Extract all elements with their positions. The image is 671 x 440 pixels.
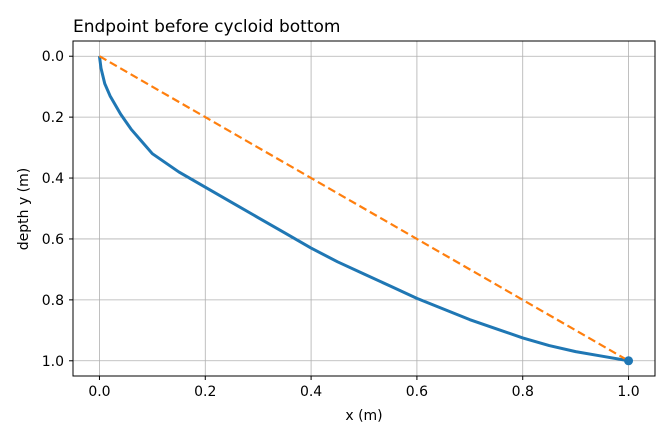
grid <box>73 41 655 376</box>
x-tick-label: 0.2 <box>194 384 216 400</box>
x-tick-label: 0.0 <box>88 384 110 400</box>
chart-title: Endpoint before cycloid bottom <box>73 17 340 37</box>
y-axis: 0.0 0.2 0.4 0.6 0.8 1.0 <box>42 49 73 370</box>
y-tick-label: 0.0 <box>42 49 64 65</box>
series-layer <box>97 55 634 366</box>
y-tick-label: 0.8 <box>42 293 64 309</box>
x-tick-label: 0.4 <box>300 384 322 400</box>
plot-frame <box>72 40 656 377</box>
y-tick-label: 0.2 <box>42 110 64 126</box>
x-tick-label: 1.0 <box>617 384 639 400</box>
y-tick-label: 0.6 <box>42 232 64 248</box>
x-tick-label: 0.8 <box>512 384 534 400</box>
x-tick-label: 0.6 <box>406 384 428 400</box>
y-axis-label: depth y (m) <box>16 168 32 251</box>
y-tick-label: 0.4 <box>42 171 64 187</box>
endpoint-marker <box>624 356 634 366</box>
curve-series <box>97 56 629 363</box>
y-tick-label: 1.0 <box>42 354 64 370</box>
straight-line-series <box>98 55 630 362</box>
x-axis-label: x (m) <box>345 408 382 424</box>
x-axis: 0.0 0.2 0.4 0.6 0.8 1.0 <box>88 376 640 400</box>
